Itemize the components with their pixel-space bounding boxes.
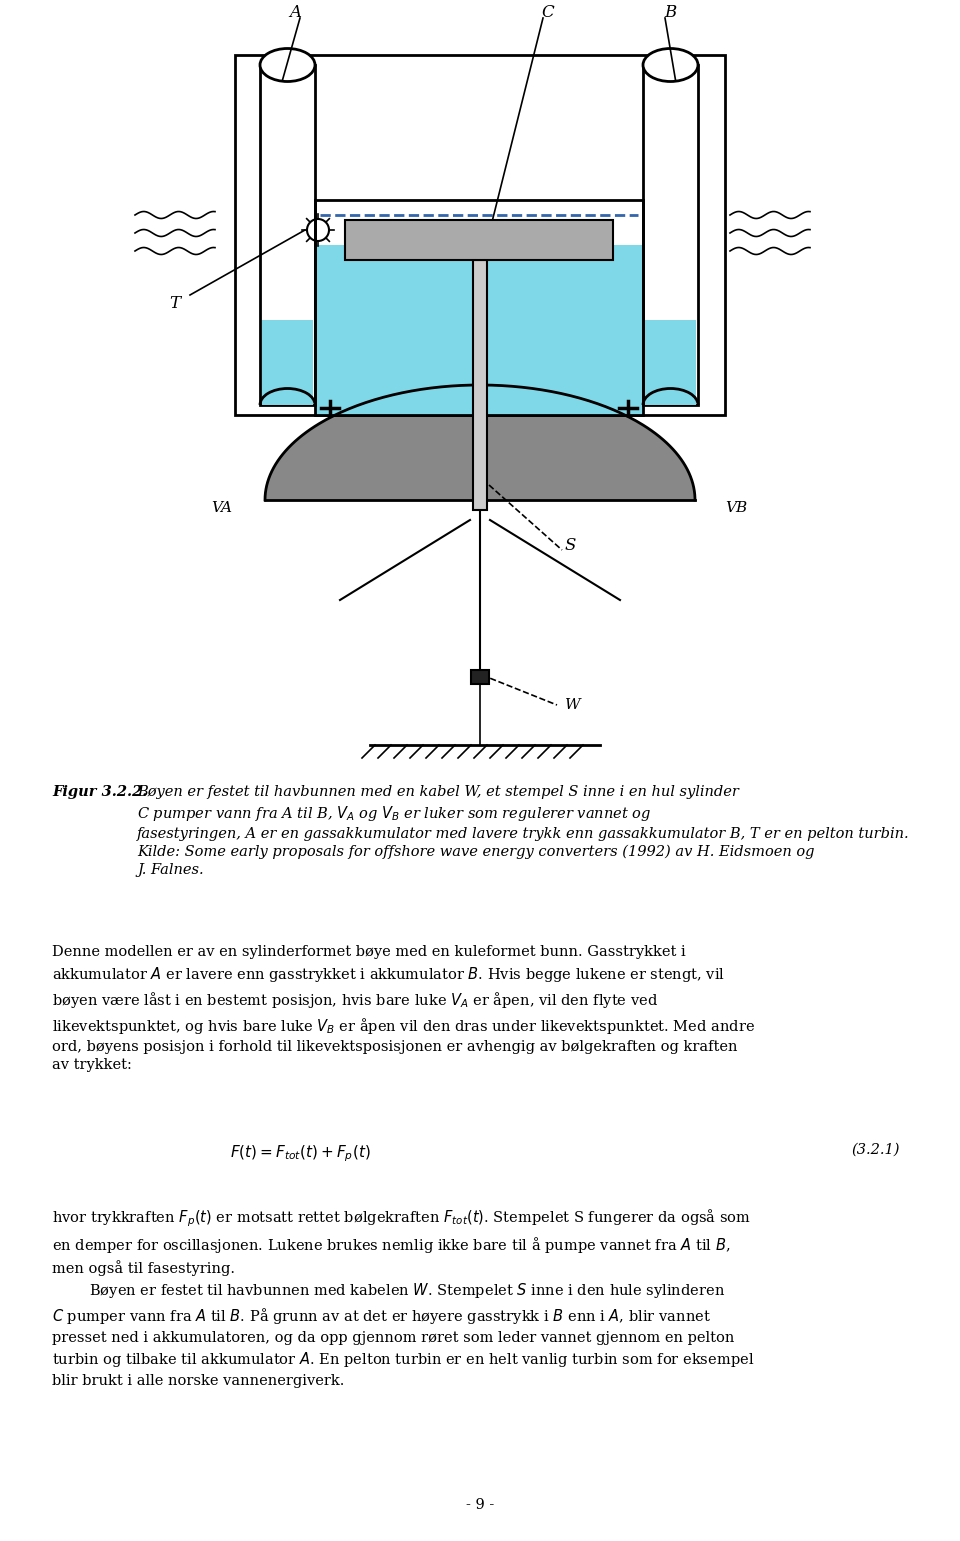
Text: T: T	[169, 294, 180, 311]
Text: (3.2.1): (3.2.1)	[852, 1143, 900, 1157]
Text: VB: VB	[725, 501, 747, 515]
Text: A: A	[289, 3, 301, 20]
Bar	[471, 670, 489, 684]
Bar	[315, 200, 643, 415]
Ellipse shape	[643, 48, 698, 82]
Bar	[262, 321, 313, 405]
Polygon shape	[265, 385, 695, 499]
Bar	[235, 55, 725, 415]
Text: Figur 3.2.2.: Figur 3.2.2.	[52, 784, 148, 798]
Text: Bøyen er festet til havbunnen med en kabel W, et stempel S inne i en hul sylinde: Bøyen er festet til havbunnen med en kab…	[137, 784, 910, 877]
Text: B: B	[664, 3, 676, 20]
Ellipse shape	[260, 48, 315, 82]
Bar	[473, 260, 487, 510]
Bar	[315, 245, 643, 415]
Text: $F(t) = F_{tot}(t) + F_p(t)$: $F(t) = F_{tot}(t) + F_p(t)$	[230, 1143, 371, 1163]
Ellipse shape	[472, 415, 488, 425]
Text: S: S	[564, 536, 576, 553]
Text: C: C	[541, 3, 554, 20]
Bar	[345, 220, 613, 260]
Text: VA: VA	[211, 501, 232, 515]
Text: - 9 -: - 9 -	[466, 1498, 494, 1512]
Bar	[643, 65, 698, 405]
Bar	[645, 321, 696, 405]
Text: Denne modellen er av en sylinderformet bøye med en kuleformet bunn. Gasstrykket : Denne modellen er av en sylinderformet b…	[52, 945, 755, 1073]
Text: hvor trykkraften $F_p(t)$ er motsatt rettet bølgekraften $F_{tot}(t)$. Stempelet: hvor trykkraften $F_p(t)$ er motsatt ret…	[52, 1207, 755, 1387]
Text: W: W	[565, 698, 581, 712]
Bar	[260, 65, 315, 405]
